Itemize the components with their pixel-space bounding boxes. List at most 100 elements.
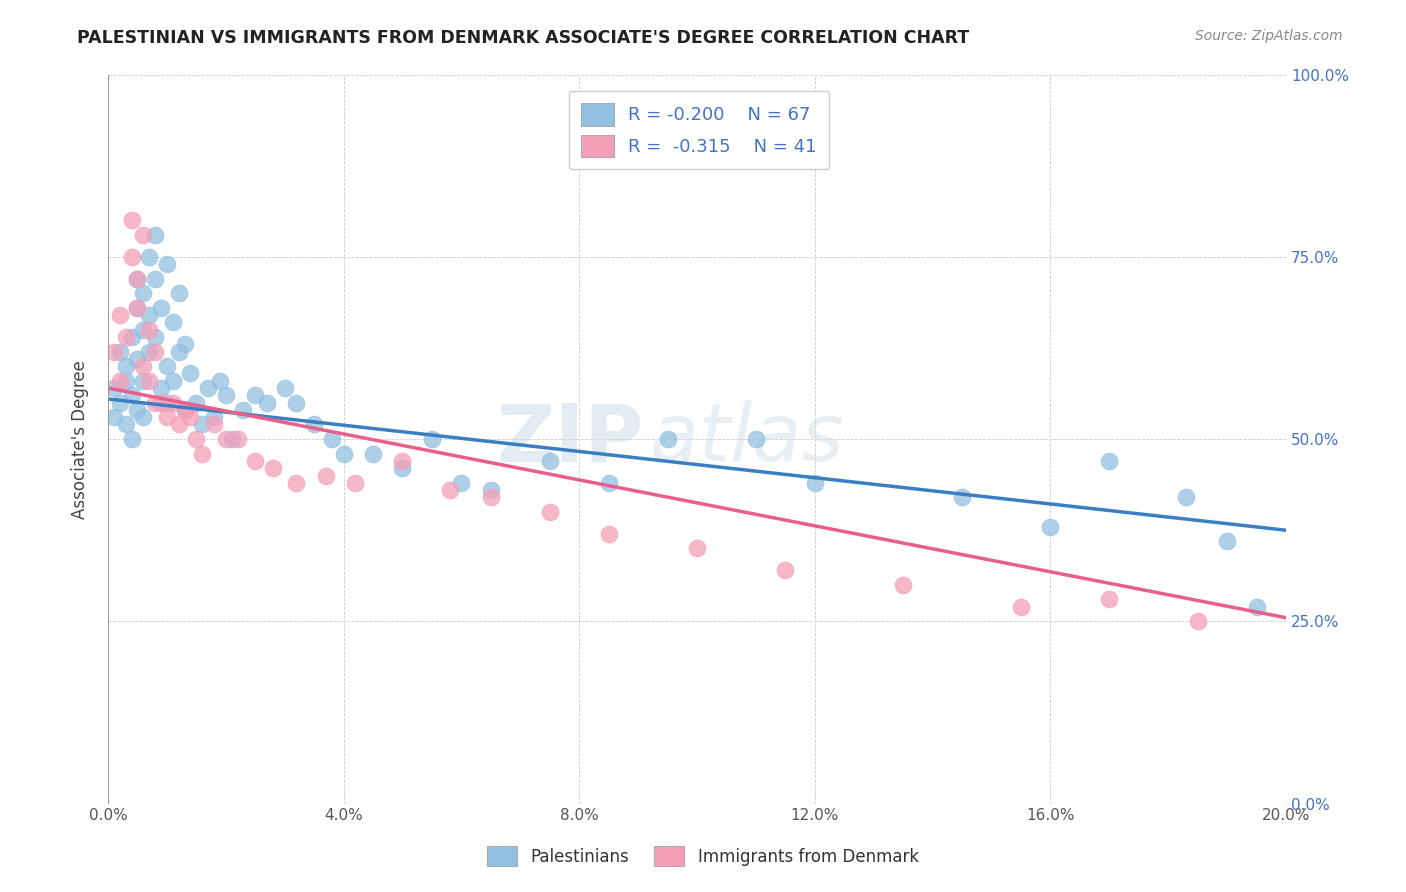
Point: [162, 374, 184, 388]
Point: [221, 432, 243, 446]
Point: [479, 491, 502, 505]
Point: [132, 359, 155, 373]
Point: [150, 381, 173, 395]
Point: [1187, 615, 1209, 629]
Point: [173, 403, 195, 417]
Legend: Palestinians, Immigrants from Denmark: Palestinians, Immigrants from Denmark: [481, 839, 925, 873]
Point: [138, 374, 160, 388]
Point: [143, 271, 166, 285]
Point: [132, 227, 155, 242]
Text: Source: ZipAtlas.com: Source: ZipAtlas.com: [1195, 29, 1343, 43]
Point: [108, 308, 131, 322]
Point: [232, 403, 254, 417]
Point: [273, 381, 295, 395]
Point: [439, 483, 461, 497]
Point: [1174, 491, 1197, 505]
Point: [173, 337, 195, 351]
Point: [167, 286, 190, 301]
Point: [127, 271, 149, 285]
Point: [179, 367, 201, 381]
Point: [657, 432, 679, 446]
Point: [121, 432, 143, 446]
Point: [186, 395, 208, 409]
Point: [202, 417, 225, 432]
Legend: R = -0.200    N = 67, R =  -0.315    N = 41: R = -0.200 N = 67, R = -0.315 N = 41: [568, 91, 830, 169]
Point: [420, 432, 443, 446]
Point: [245, 454, 267, 468]
Point: [167, 417, 190, 432]
Point: [143, 227, 166, 242]
Point: [108, 344, 131, 359]
Point: [332, 447, 354, 461]
Point: [127, 403, 149, 417]
Point: [361, 447, 384, 461]
Point: [132, 410, 155, 425]
Point: [114, 417, 136, 432]
Point: [215, 388, 238, 402]
Point: [321, 432, 343, 446]
Point: [143, 344, 166, 359]
Point: [156, 359, 179, 373]
Point: [1039, 519, 1062, 533]
Point: [215, 432, 238, 446]
Point: [162, 315, 184, 329]
Point: [245, 388, 267, 402]
Point: [167, 344, 190, 359]
Point: [114, 374, 136, 388]
Point: [745, 432, 768, 446]
Point: [686, 541, 709, 556]
Point: [479, 483, 502, 497]
Point: [103, 381, 125, 395]
Point: [138, 344, 160, 359]
Point: [108, 374, 131, 388]
Point: [127, 271, 149, 285]
Point: [150, 301, 173, 315]
Point: [114, 359, 136, 373]
Point: [538, 454, 561, 468]
Point: [186, 432, 208, 446]
Point: [127, 301, 149, 315]
Point: [103, 344, 125, 359]
Point: [775, 563, 797, 577]
Point: [121, 330, 143, 344]
Point: [1098, 592, 1121, 607]
Point: [950, 491, 973, 505]
Point: [121, 213, 143, 227]
Point: [302, 417, 325, 432]
Point: [208, 374, 231, 388]
Text: ZIP: ZIP: [496, 401, 644, 478]
Text: PALESTINIAN VS IMMIGRANTS FROM DENMARK ASSOCIATE'S DEGREE CORRELATION CHART: PALESTINIAN VS IMMIGRANTS FROM DENMARK A…: [77, 29, 970, 46]
Point: [391, 454, 413, 468]
Point: [138, 308, 160, 322]
Point: [256, 395, 278, 409]
Point: [121, 250, 143, 264]
Point: [121, 388, 143, 402]
Point: [143, 395, 166, 409]
Point: [114, 330, 136, 344]
Point: [191, 447, 214, 461]
Point: [138, 250, 160, 264]
Point: [891, 578, 914, 592]
Point: [173, 403, 195, 417]
Point: [191, 417, 214, 432]
Point: [598, 526, 620, 541]
Point: [179, 410, 201, 425]
Point: [538, 505, 561, 519]
Point: [156, 257, 179, 271]
Y-axis label: Associate's Degree: Associate's Degree: [72, 359, 89, 518]
Point: [156, 410, 179, 425]
Point: [344, 475, 367, 490]
Point: [127, 301, 149, 315]
Point: [285, 395, 308, 409]
Point: [132, 374, 155, 388]
Point: [1216, 534, 1239, 549]
Text: atlas: atlas: [650, 401, 845, 478]
Point: [1098, 454, 1121, 468]
Point: [598, 475, 620, 490]
Point: [150, 395, 173, 409]
Point: [1246, 599, 1268, 614]
Point: [162, 395, 184, 409]
Point: [156, 395, 179, 409]
Point: [202, 410, 225, 425]
Point: [450, 475, 472, 490]
